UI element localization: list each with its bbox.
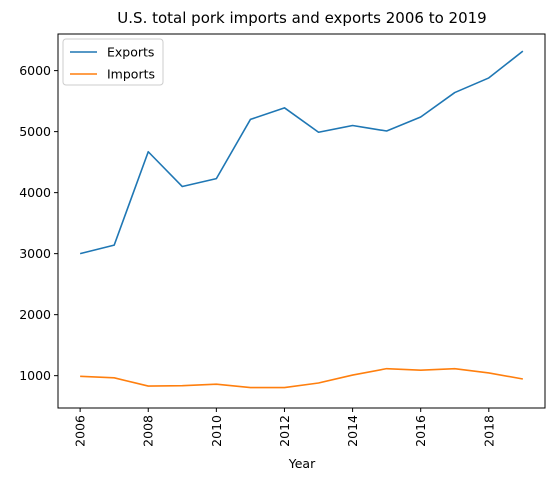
series-line-exports (79, 50, 524, 255)
y-tick-label: 2000 (19, 307, 51, 322)
x-tick-label: 2010 (209, 415, 224, 447)
x-tick-label: 2014 (345, 415, 360, 447)
y-tick-label: 5000 (19, 124, 51, 139)
y-tick-label: 1000 (19, 368, 51, 383)
legend-label-exports: Exports (107, 45, 154, 60)
plot-frame (57, 33, 546, 409)
y-tick-label: 6000 (19, 63, 51, 78)
legend-label-imports: Imports (107, 67, 155, 82)
x-tick-label: 2006 (73, 415, 88, 447)
x-tick-label: 2012 (277, 415, 292, 447)
x-tick-label: 2016 (413, 415, 428, 447)
plot-area: 1000 2000 3000 4000 5000 6000 2006 2008 2010 2012… (19, 33, 546, 447)
x-axis-label: Year (288, 456, 316, 471)
x-tick-label: 2008 (141, 415, 156, 447)
x-tick-label: 2018 (481, 415, 496, 447)
y-tick-label: 3000 (19, 246, 51, 261)
chart-title: U.S. total pork imports and exports 2006… (117, 9, 486, 27)
series-line-imports (80, 367, 524, 389)
y-tick-label: 4000 (19, 185, 51, 200)
